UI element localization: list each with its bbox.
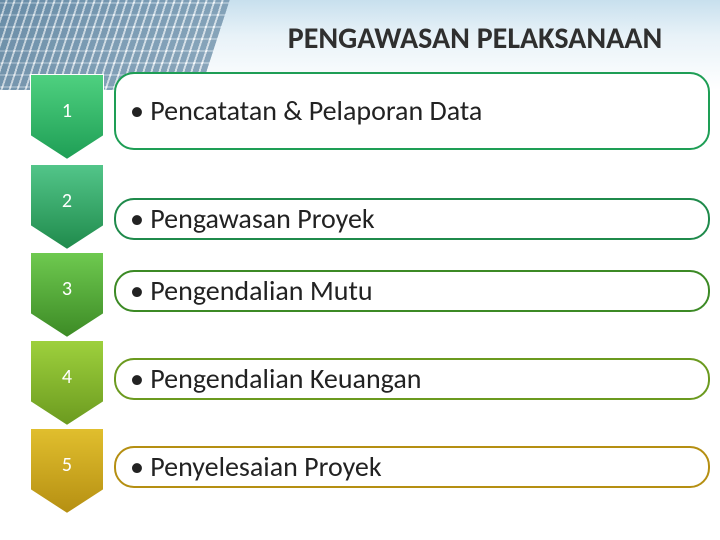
- chevron-badge: 5: [30, 428, 104, 516]
- list-row: Pengendalian Keuangan 4: [30, 336, 710, 424]
- item-card: Pencatatan & Pelaporan Data: [114, 72, 710, 150]
- list-row: Pengawasan Proyek 2: [30, 160, 710, 248]
- item-text: Pengendalian Keuangan: [130, 363, 421, 395]
- item-card: Pengendalian Mutu: [114, 270, 710, 312]
- chevron-number: 5: [30, 428, 104, 496]
- chevron-number: 1: [30, 74, 104, 142]
- chevron-number: 4: [30, 340, 104, 408]
- item-text: Penyelesaian Proyek: [130, 451, 382, 483]
- item-card: Penyelesaian Proyek: [114, 446, 710, 488]
- item-text: Pengawasan Proyek: [130, 203, 375, 235]
- chevron-number: 2: [30, 164, 104, 232]
- list-row: Penyelesaian Proyek 5: [30, 424, 710, 512]
- chevron-badge: 4: [30, 340, 104, 428]
- chevron-badge: 1: [30, 74, 104, 162]
- item-text: Pencatatan & Pelaporan Data: [130, 95, 482, 127]
- chevron-number: 3: [30, 252, 104, 320]
- item-card: Pengendalian Keuangan: [114, 358, 710, 400]
- list-row: Pencatatan & Pelaporan Data 1: [30, 72, 710, 160]
- item-list: Pencatatan & Pelaporan Data 1Pengawasan …: [30, 72, 710, 512]
- item-card: Pengawasan Proyek: [114, 198, 710, 240]
- list-row: Pengendalian Mutu 3: [30, 248, 710, 336]
- chevron-badge: 3: [30, 252, 104, 340]
- slide-title: PENGAWASAN PELAKSANAAN: [240, 20, 710, 57]
- chevron-badge: 2: [30, 164, 104, 252]
- item-text: Pengendalian Mutu: [130, 275, 373, 307]
